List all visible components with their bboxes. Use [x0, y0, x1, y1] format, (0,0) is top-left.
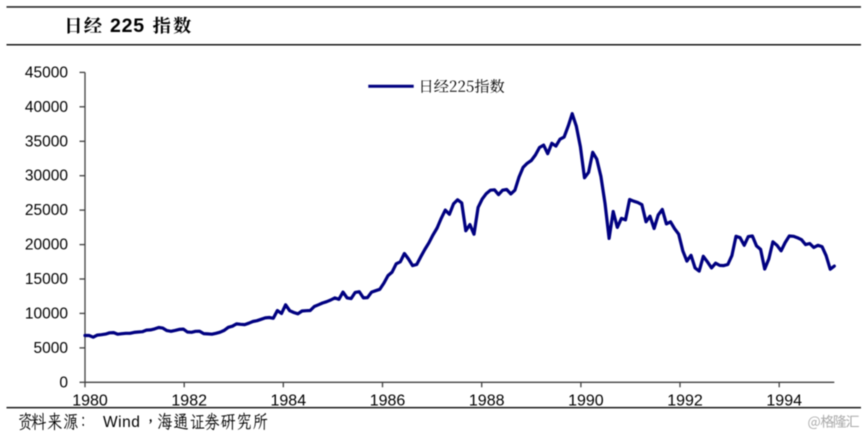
svg-text:30000: 30000: [25, 168, 68, 185]
svg-text:45000: 45000: [25, 64, 68, 81]
svg-text:25000: 25000: [25, 202, 68, 219]
svg-text:35000: 35000: [25, 133, 68, 150]
svg-text:1994: 1994: [766, 392, 802, 409]
svg-text:1982: 1982: [171, 392, 207, 409]
svg-text:1988: 1988: [469, 392, 505, 409]
svg-text:10000: 10000: [25, 305, 68, 322]
svg-text:1992: 1992: [667, 392, 703, 409]
svg-text:40000: 40000: [25, 99, 68, 116]
svg-text:15000: 15000: [25, 271, 68, 288]
svg-text:5000: 5000: [34, 340, 69, 357]
svg-text:1980: 1980: [72, 392, 108, 409]
svg-text:0: 0: [59, 374, 68, 391]
svg-text:1990: 1990: [568, 392, 604, 409]
svg-text:225: 225: [110, 15, 145, 37]
svg-text:20000: 20000: [25, 237, 68, 254]
svg-text:1984: 1984: [271, 392, 307, 409]
svg-text:1986: 1986: [370, 392, 406, 409]
svg-text:Wind: Wind: [103, 414, 140, 431]
